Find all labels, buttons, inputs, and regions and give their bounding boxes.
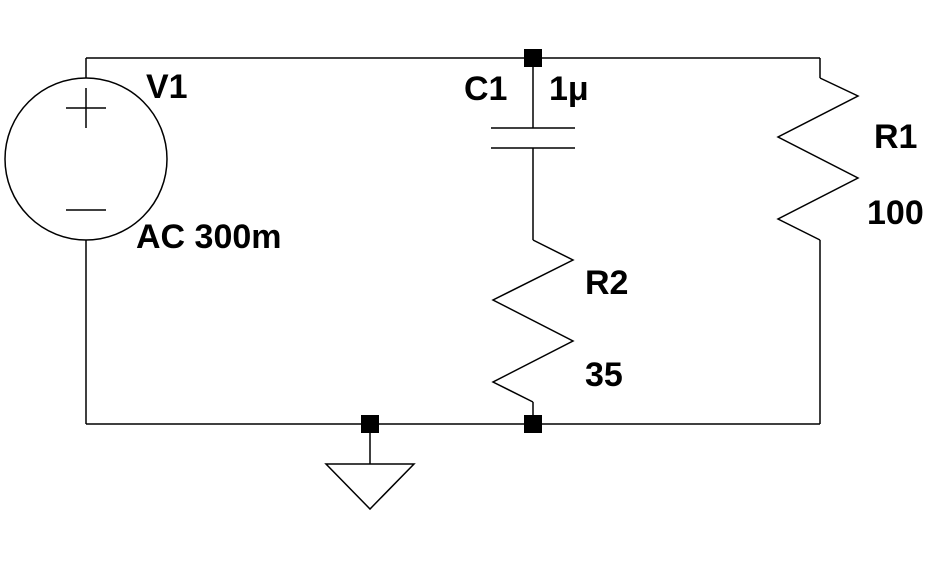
resistor-r2-symbol (491, 239, 575, 403)
resistor-r1-symbol (776, 77, 860, 241)
source-value-label[interactable]: AC 300m (136, 218, 282, 256)
node-ground-junction[interactable] (361, 415, 379, 433)
r1-name-label[interactable]: R1 (874, 118, 918, 156)
r1-value-label[interactable]: 100 (867, 194, 924, 232)
r2-value-label[interactable]: 35 (585, 356, 623, 394)
voltage-source-symbol (4, 77, 168, 241)
r2-name-label[interactable]: R2 (585, 264, 629, 302)
capacitor-value-label[interactable]: 1μ (549, 70, 589, 108)
node-top-junction[interactable] (524, 49, 542, 67)
capacitor-name-label[interactable]: C1 (464, 70, 508, 108)
ground-icon (324, 463, 416, 511)
node-bottom-junction[interactable] (524, 415, 542, 433)
source-name-label[interactable]: V1 (146, 68, 188, 106)
capacitor-symbol (491, 127, 575, 149)
